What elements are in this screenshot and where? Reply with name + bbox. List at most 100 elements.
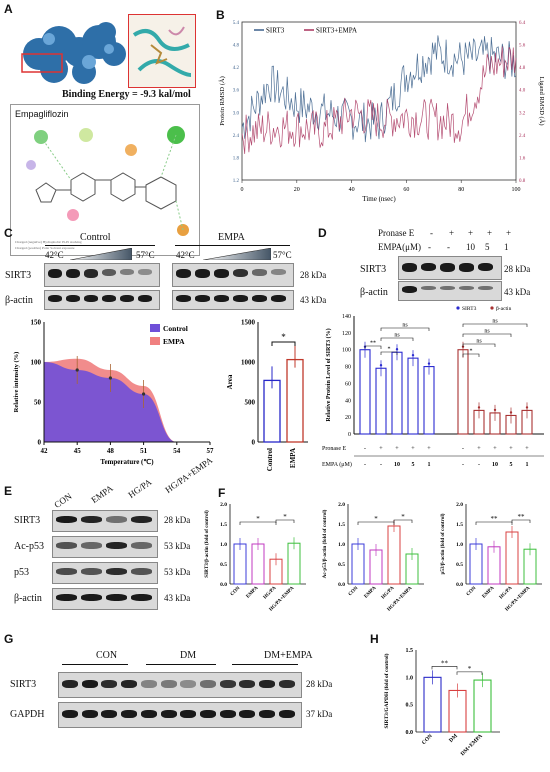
sig-star: * — [401, 513, 405, 521]
sig-star: * — [283, 513, 287, 521]
pronase-bar-chart: SIRT3 β-actin 0 20 40 60 80 100 120 140 Relative P… — [318, 300, 550, 482]
blot-band — [220, 680, 236, 688]
cetsa-band-actin — [233, 295, 248, 302]
pronase-sign: + — [493, 445, 497, 452]
y-tick-right: 2.4 — [519, 134, 526, 139]
kda-label: 28 kDa — [306, 679, 332, 689]
cetsa-band-sirt3 — [120, 269, 134, 275]
protein-bar — [424, 367, 434, 434]
x-tick-label: CON — [230, 586, 242, 598]
empa-dose: 10 — [492, 462, 498, 468]
blot-band — [106, 568, 127, 575]
group-line — [232, 664, 298, 665]
blot-band — [56, 516, 77, 523]
cetsa-band-sirt3 — [233, 269, 248, 277]
blot-band — [121, 710, 137, 718]
sig-star: * — [374, 515, 378, 523]
data-point — [396, 348, 398, 350]
blot-band — [101, 680, 117, 688]
y-tick-label: 0.5 — [406, 703, 414, 709]
y-tick-label: 100 — [31, 359, 42, 367]
x-tick-label: 51 — [140, 447, 148, 455]
control-area — [44, 362, 210, 442]
data-point — [428, 362, 430, 364]
cetsa-band-actin — [176, 295, 191, 302]
pronase-band-sirt3 — [440, 263, 455, 272]
kda-label: 53 kDa — [164, 541, 190, 551]
y-axis-label: Area — [226, 374, 234, 389]
data-point — [109, 376, 112, 379]
y-tick-label: 1.5 — [456, 522, 463, 528]
ns-bracket-label: ns — [394, 333, 400, 339]
y-tick-label: 0.5 — [338, 562, 345, 568]
panel-label-d: D — [318, 226, 327, 240]
cetsa-band-sirt3 — [271, 269, 286, 275]
binding-pocket-zoom — [128, 14, 196, 88]
y-axis-label: SIRT3/β-actin (fold of control) — [203, 510, 210, 578]
row-pronase-label: Pronase E — [322, 446, 346, 452]
melting-curve-chart: 42 45 48 51 54 57 0 50 100 150 Temperature (℃) Rela… — [0, 312, 218, 477]
pronase-sign: + — [449, 228, 454, 238]
kda-label: 37 kDa — [306, 709, 332, 719]
x-tick-label: 20 — [294, 187, 300, 193]
y-tick-right: 1.6 — [519, 156, 526, 161]
empa-dose: 10 — [394, 462, 400, 468]
y-tick-left: 4.8 — [233, 44, 240, 49]
pronase-sign: - — [462, 445, 464, 452]
blot-band — [279, 710, 295, 718]
y-tick-label: 1.5 — [220, 522, 227, 528]
temp-high-empa: 57°C — [273, 250, 292, 260]
protein-bar — [392, 352, 402, 434]
ratio-bar — [474, 680, 491, 732]
area-bar — [264, 380, 280, 442]
x-axis-label: Temperature (℃) — [100, 458, 154, 466]
kda-label: 28 kDa — [164, 515, 190, 525]
fold-bar — [506, 532, 518, 584]
y-tick-left: 1.2 — [233, 179, 240, 184]
blot-band — [101, 710, 117, 718]
x-tick-label: EMPA — [289, 448, 297, 468]
blot-band — [131, 542, 152, 549]
panel-label-e: E — [4, 484, 12, 498]
cetsa-band-sirt3 — [214, 269, 229, 278]
blot-band — [220, 710, 236, 718]
y-axis-label-right: Ligand RMSD (Å) — [538, 76, 546, 125]
group-label: CON — [96, 650, 117, 661]
group-line — [62, 664, 128, 665]
cetsa-row-sirt3: SIRT3 — [5, 270, 31, 281]
y-tick-label: 0 — [38, 439, 42, 447]
pronase-band-sirt3 — [421, 263, 436, 271]
empa-dose: 5 — [412, 462, 415, 468]
y-tick-label: 1.0 — [338, 542, 345, 548]
blot-band — [56, 594, 77, 601]
legend-label: SIRT3+EMPA — [316, 27, 357, 35]
pronase-band-actin — [402, 286, 417, 293]
x-tick-label: CON — [348, 586, 360, 598]
pronase-band-sirt3 — [478, 263, 493, 271]
sig-star: * — [468, 665, 472, 673]
sirt3-gapdh-chart: 0.0 0.5 1.0 1.5 SIRT3/GAPDH (fold of control… — [370, 640, 550, 767]
cetsa-band-actin — [195, 295, 210, 302]
pronase-sign: + — [477, 445, 481, 452]
y-tick-label: 0.5 — [220, 562, 227, 568]
ratio-bar — [424, 677, 441, 732]
temp-high-control: 57°C — [136, 250, 155, 260]
pronase-band-actin — [478, 286, 493, 290]
empa-dose: - — [447, 242, 450, 252]
protein-bar — [458, 350, 468, 434]
data-point — [142, 392, 145, 395]
y-tick-left: 3.0 — [233, 111, 240, 116]
y-tick-label: 0.5 — [456, 562, 463, 568]
pronase-sign: + — [427, 445, 431, 452]
y-tick-label: 150 — [31, 319, 42, 327]
y-tick-label: 2.0 — [338, 502, 345, 508]
blot-band — [259, 710, 275, 718]
row-empa-label: EMPA (μM) — [322, 461, 352, 468]
cetsa-band-actin — [48, 295, 62, 302]
pronase-row-actin: β-actin — [360, 287, 388, 298]
sig-star: ** — [491, 515, 499, 523]
blot-band — [82, 680, 98, 688]
empa-dose: - — [428, 242, 431, 252]
blot-row-label: β-actin — [14, 593, 42, 604]
pronase-row-sirt3: SIRT3 — [360, 264, 386, 275]
